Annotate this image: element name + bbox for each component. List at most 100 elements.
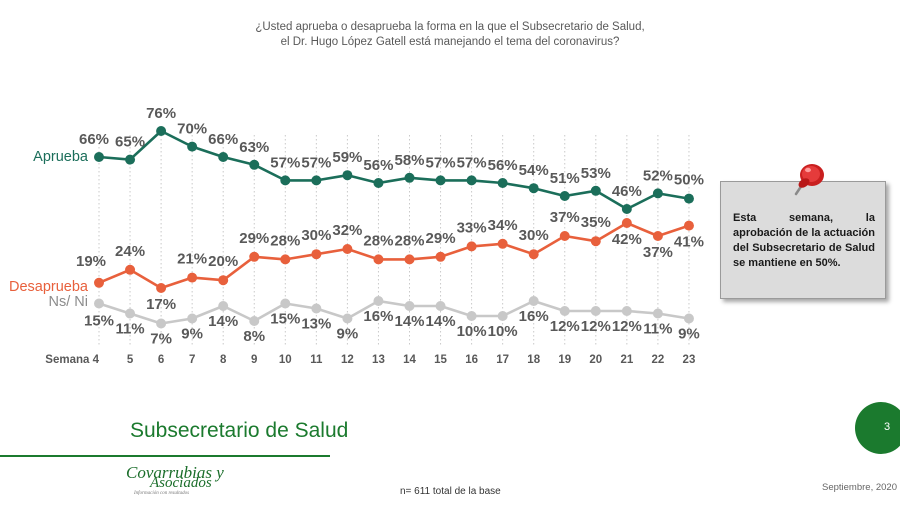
data-label: 41%	[674, 234, 704, 251]
data-point	[559, 306, 570, 316]
data-label: 56%	[488, 157, 518, 174]
data-label: 16%	[519, 308, 549, 325]
data-point	[187, 313, 198, 324]
sample-size-note: n= 611 total de la base	[400, 486, 501, 497]
x-tick-label: 15	[434, 354, 447, 366]
series-line	[98, 129, 690, 211]
data-point	[497, 178, 508, 188]
data-label: 7%	[150, 331, 172, 348]
data-point	[466, 175, 477, 186]
data-label: 9%	[181, 326, 203, 343]
series-lines	[98, 129, 690, 325]
data-label: 10%	[457, 323, 487, 340]
data-point	[125, 264, 136, 275]
data-point	[342, 170, 353, 181]
data-label: 12%	[612, 318, 642, 335]
question-line-2: el Dr. Hugo López Gatell está manejando …	[280, 36, 620, 48]
data-point	[218, 275, 229, 286]
data-label: 24%	[115, 243, 145, 260]
section-title: Subsecretario de Salud	[130, 419, 349, 442]
data-label: 11%	[643, 321, 672, 338]
data-point	[435, 175, 446, 186]
data-point	[590, 236, 601, 247]
x-tick-label: 7	[189, 354, 195, 366]
data-point	[528, 249, 539, 260]
data-point	[528, 183, 539, 194]
data-label: 9%	[337, 326, 359, 343]
data-label: 70%	[177, 121, 207, 138]
data-point	[156, 126, 167, 136]
data-point	[156, 318, 167, 329]
data-point	[683, 193, 694, 204]
data-point	[249, 316, 260, 326]
question-line-1: ¿Usted aprueba o desaprueba la forma en …	[255, 21, 645, 33]
data-label: 57%	[301, 154, 331, 171]
data-label: 42%	[612, 231, 642, 248]
x-tick-label: 20	[589, 354, 602, 366]
data-label: 19%	[76, 253, 106, 270]
data-label: 29%	[426, 230, 456, 247]
data-point	[621, 218, 632, 228]
x-tick-label: 21	[620, 354, 633, 366]
data-point	[404, 254, 415, 265]
x-tick-label: 6	[158, 354, 164, 366]
data-point	[652, 308, 663, 319]
data-point	[621, 306, 632, 316]
data-point	[311, 249, 322, 260]
data-point	[435, 301, 446, 311]
note-text: Esta semana, la aprobación de la actuaci…	[733, 212, 875, 269]
data-label: 50%	[674, 172, 704, 189]
data-point	[311, 303, 322, 314]
data-point	[652, 188, 663, 199]
data-point	[559, 231, 570, 241]
data-label: 54%	[519, 162, 549, 179]
data-point	[249, 251, 260, 262]
data-point	[621, 204, 632, 214]
logo-line-1: Covarrubias y	[126, 463, 224, 482]
data-label: 14%	[426, 313, 456, 330]
data-point	[218, 301, 229, 311]
data-label: 17%	[146, 296, 176, 313]
x-tick-label: 12	[341, 354, 354, 366]
data-point	[342, 313, 353, 324]
data-label: 20%	[208, 253, 238, 270]
x-axis: Semana 4 5 6 7 8 9 10 11 12 13 14 15 16 17 18 19 20 21 22 2…	[45, 354, 695, 366]
data-point	[280, 254, 291, 265]
data-labels: 66% 65%76%70%66% 63%57% 57% 59% 56% 58% 57% 57% 5…	[76, 105, 704, 348]
logo-tagline: Información con resultados	[134, 491, 190, 496]
x-tick-label: 10	[279, 354, 292, 366]
x-tick-label: 11	[310, 354, 323, 366]
x-tick-label: 9	[251, 354, 257, 366]
data-label: 8%	[243, 328, 265, 345]
data-label: 52%	[643, 167, 673, 184]
data-label: 21%	[177, 251, 207, 268]
data-label: 33%	[457, 219, 487, 236]
page-number: 3	[884, 421, 891, 433]
data-label: 14%	[208, 313, 238, 330]
data-point	[187, 272, 198, 283]
x-tick-label: 13	[372, 354, 385, 366]
x-tick-label: 8	[220, 354, 227, 366]
data-point	[590, 306, 601, 316]
data-point	[652, 231, 663, 241]
data-point	[125, 308, 136, 319]
series-markers	[94, 126, 694, 329]
data-label: 56%	[363, 157, 393, 174]
data-label: 9%	[678, 326, 700, 343]
data-label: 66%	[208, 131, 238, 148]
data-label: 59%	[332, 149, 362, 166]
data-label: 57%	[426, 154, 456, 171]
data-point	[559, 191, 570, 201]
data-point	[590, 185, 601, 196]
data-point	[373, 254, 384, 265]
data-point	[404, 301, 415, 311]
data-label: 13%	[301, 316, 331, 333]
x-tick-label: 16	[465, 354, 478, 366]
data-point	[156, 283, 167, 293]
series-name-label: Desaprueba	[9, 279, 89, 295]
data-point	[311, 175, 322, 186]
x-tick-label: 22	[652, 354, 665, 366]
data-label: 16%	[363, 308, 393, 325]
chart-question: ¿Usted aprueba o desaprueba la forma en …	[0, 20, 900, 50]
x-tick-label: 19	[558, 354, 571, 366]
